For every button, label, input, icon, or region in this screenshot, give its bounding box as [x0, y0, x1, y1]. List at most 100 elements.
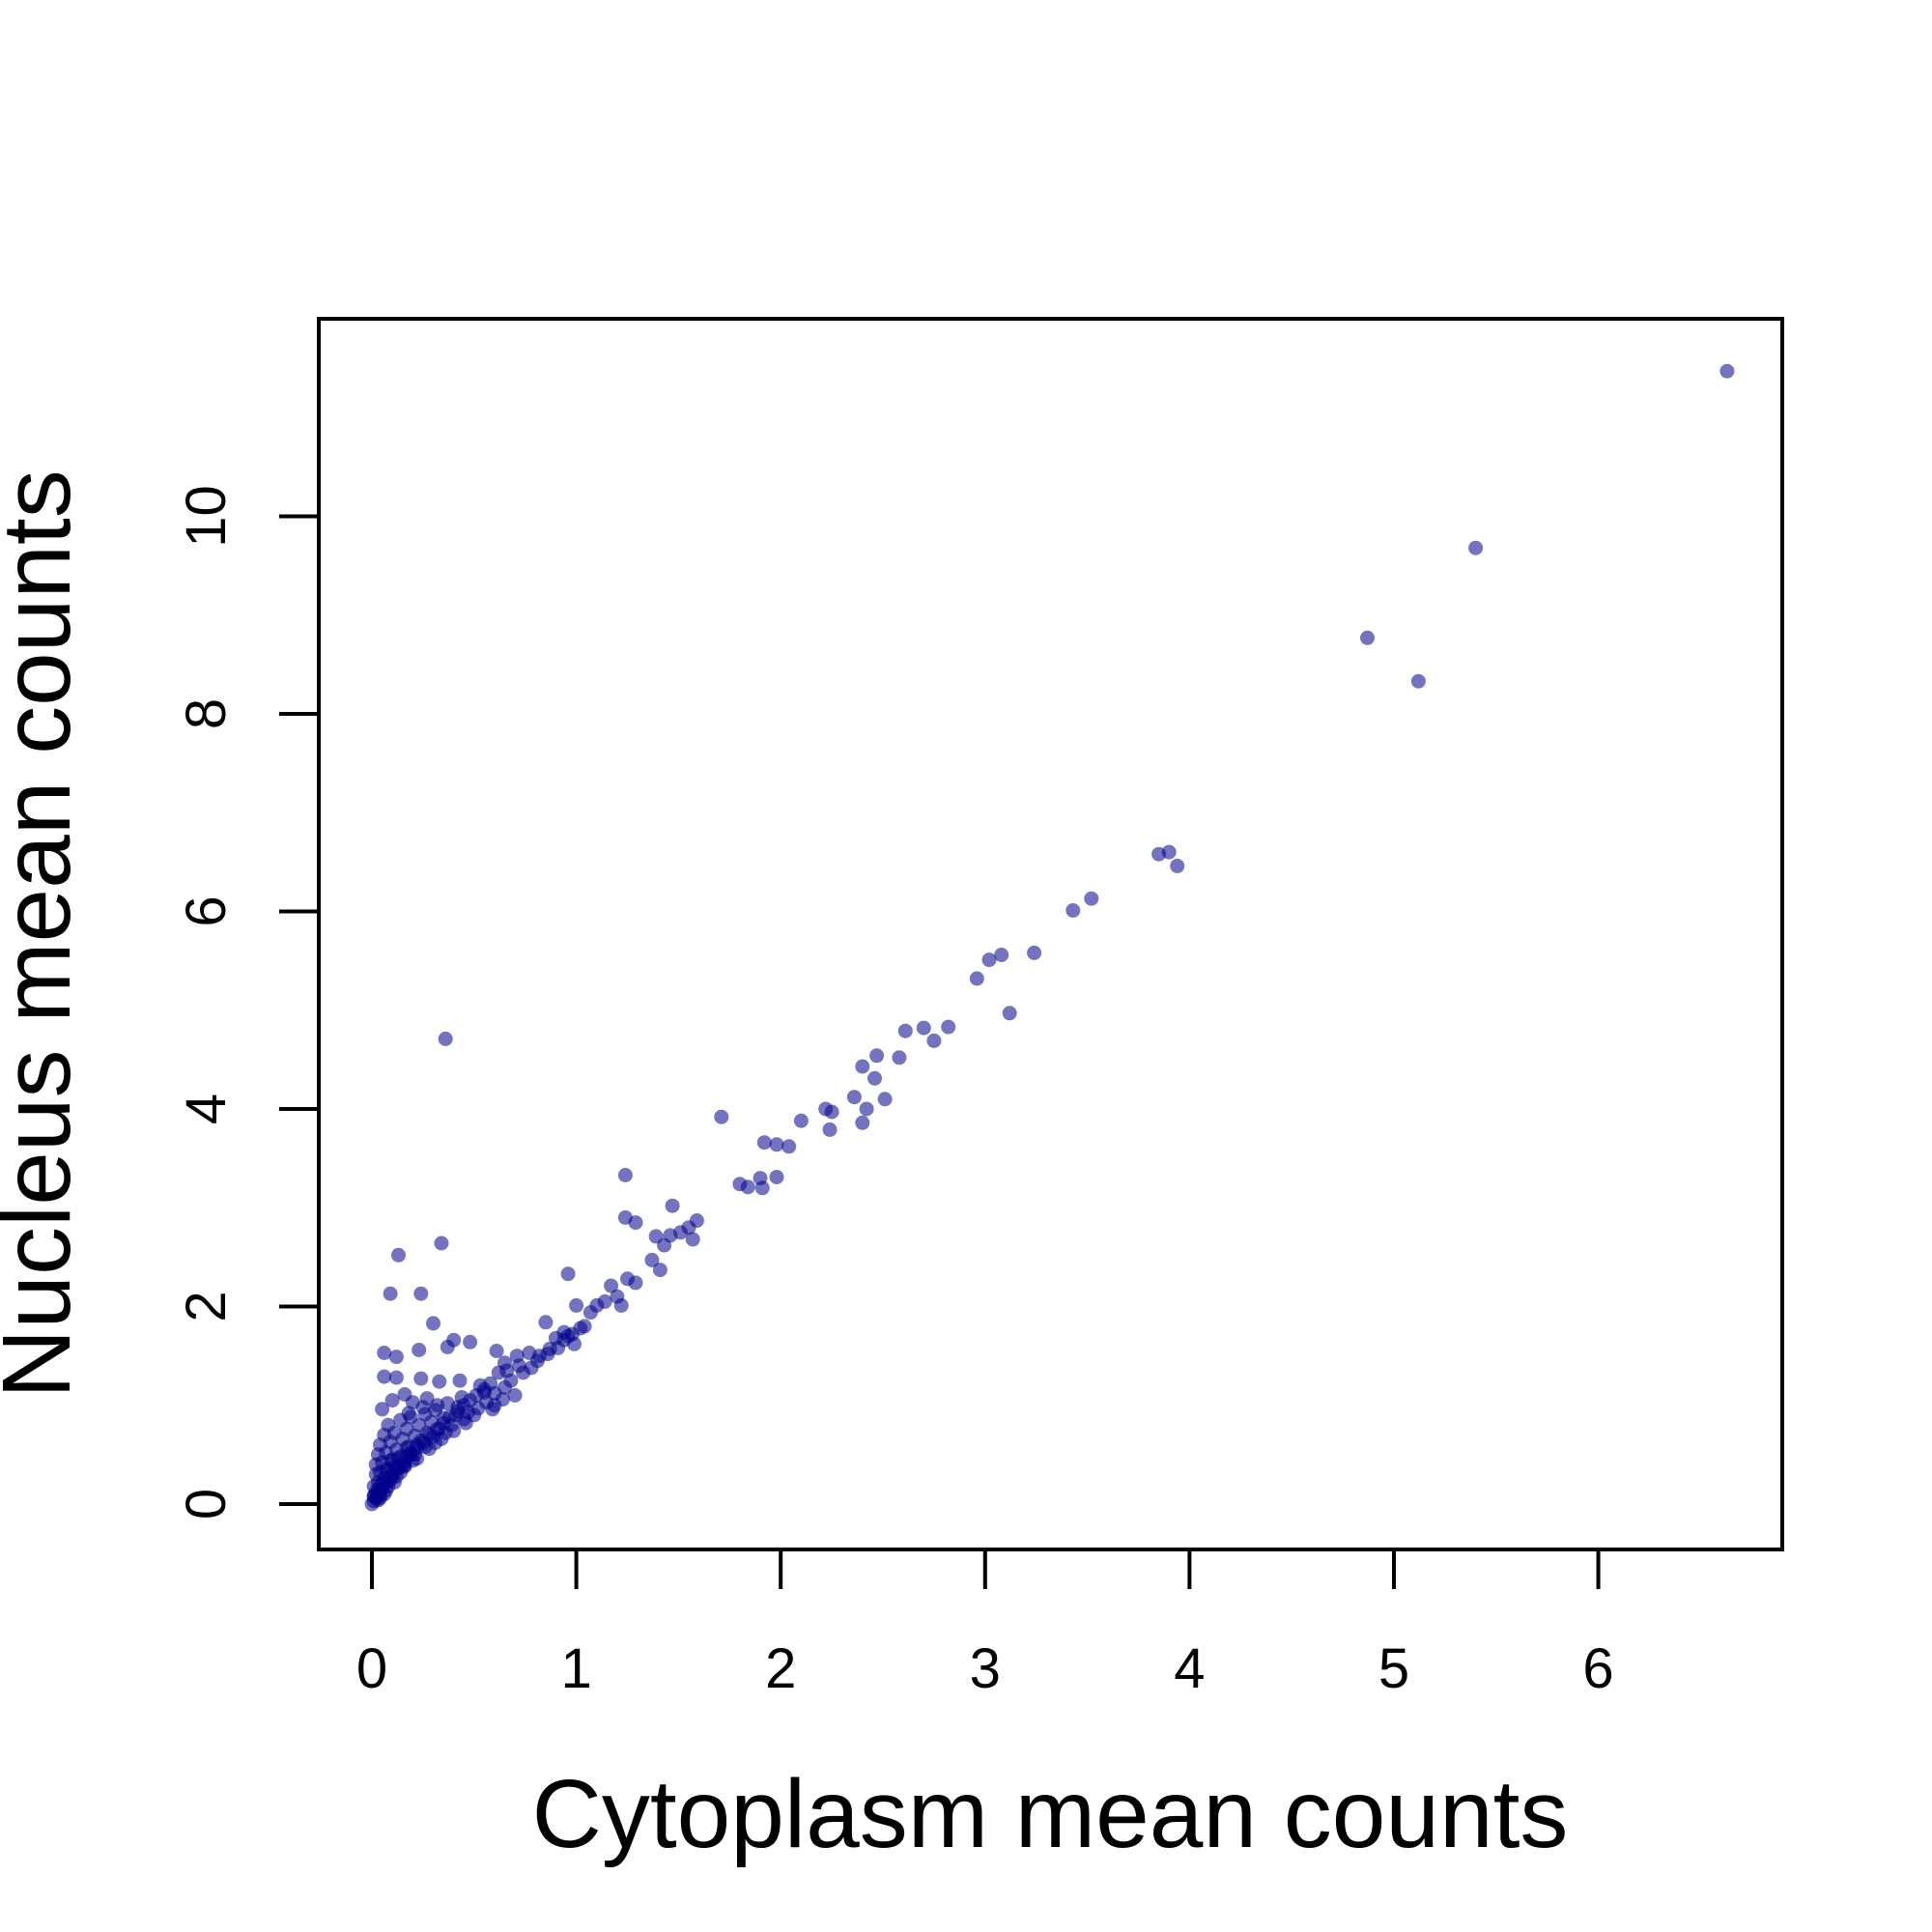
- y-axis-title: Nucleus mean counts: [0, 469, 91, 1399]
- x-tick-label: 1: [560, 1637, 591, 1700]
- y-tick-label: 4: [175, 1094, 238, 1124]
- data-point: [413, 1371, 429, 1386]
- data-point: [1084, 891, 1099, 906]
- data-point: [489, 1344, 504, 1358]
- data-point: [432, 1374, 447, 1389]
- data-point: [665, 1198, 680, 1213]
- x-axis-title: Cytoplasm mean counts: [532, 1760, 1569, 1868]
- data-point: [383, 1286, 398, 1301]
- data-point: [476, 1384, 492, 1400]
- data-point: [994, 948, 1009, 962]
- y-tick-label: 2: [175, 1291, 238, 1321]
- data-point: [377, 1369, 392, 1384]
- data-point: [628, 1215, 643, 1231]
- data-point: [714, 1109, 729, 1124]
- data-point: [388, 1370, 404, 1385]
- data-point: [440, 1339, 455, 1354]
- y-tick-label: 8: [175, 698, 238, 729]
- data-point: [824, 1104, 839, 1120]
- data-point: [969, 971, 984, 986]
- data-point: [740, 1179, 755, 1195]
- data-point: [438, 1031, 453, 1046]
- data-point: [867, 1070, 882, 1086]
- data-point: [613, 1297, 629, 1313]
- x-tick-label: 4: [1174, 1637, 1205, 1700]
- data-point: [370, 1492, 385, 1508]
- data-point: [582, 1305, 598, 1321]
- data-point: [1027, 945, 1042, 960]
- data-point: [456, 1411, 471, 1427]
- data-point: [413, 1286, 429, 1301]
- data-point: [652, 1263, 668, 1278]
- data-point: [822, 1122, 838, 1137]
- data-point: [497, 1355, 512, 1371]
- data-point: [897, 1023, 913, 1038]
- y-axis: 0 2 4 6 8 10: [175, 485, 321, 1520]
- data-point: [617, 1168, 633, 1182]
- data-point: [434, 1236, 449, 1251]
- data-point: [391, 1247, 406, 1263]
- data-point: [415, 1400, 431, 1415]
- data-point: [781, 1139, 797, 1154]
- data-point: [529, 1353, 545, 1369]
- data-point: [793, 1113, 809, 1128]
- data-point: [509, 1349, 525, 1364]
- data-point: [604, 1278, 619, 1293]
- data-point: [386, 1475, 402, 1490]
- data-point: [463, 1334, 478, 1350]
- x-tick-label: 6: [1582, 1637, 1613, 1700]
- x-tick-label: 2: [765, 1637, 796, 1700]
- data-point: [401, 1406, 416, 1421]
- data-point: [1468, 540, 1484, 555]
- point-layer: [364, 363, 1735, 1512]
- data-point: [503, 1373, 519, 1388]
- data-point: [560, 1266, 576, 1282]
- data-point: [855, 1115, 870, 1130]
- data-point: [1719, 363, 1735, 379]
- data-point: [916, 1020, 931, 1036]
- data-point: [1410, 673, 1426, 689]
- data-point: [384, 1393, 400, 1408]
- data-point: [685, 1232, 700, 1247]
- data-point: [377, 1346, 392, 1360]
- data-point: [869, 1048, 885, 1064]
- data-point: [538, 1315, 554, 1330]
- data-point: [450, 1400, 466, 1415]
- data-point: [756, 1135, 772, 1151]
- data-point: [438, 1425, 453, 1440]
- data-point: [941, 1019, 956, 1035]
- data-point: [1161, 844, 1177, 860]
- data-point: [754, 1180, 770, 1196]
- data-point: [657, 1237, 672, 1253]
- data-point: [426, 1316, 440, 1331]
- data-point: [1170, 858, 1185, 873]
- data-point: [507, 1388, 523, 1403]
- data-point: [487, 1398, 502, 1413]
- data-point: [375, 1402, 390, 1417]
- data-point: [892, 1050, 907, 1065]
- y-tick-label: 0: [175, 1489, 238, 1520]
- x-tick-label: 5: [1378, 1637, 1409, 1700]
- data-point: [430, 1398, 445, 1413]
- data-point: [452, 1373, 468, 1388]
- data-point: [569, 1297, 584, 1313]
- data-point: [877, 1092, 893, 1107]
- data-point: [1065, 903, 1081, 918]
- x-tick-label: 3: [970, 1637, 1001, 1700]
- data-point: [769, 1170, 784, 1184]
- data-point: [769, 1137, 784, 1152]
- data-point: [388, 1350, 404, 1365]
- data-point: [1360, 630, 1375, 645]
- data-point: [1002, 1006, 1017, 1021]
- data-point: [412, 1343, 427, 1357]
- data-point: [855, 1059, 870, 1074]
- data-point: [859, 1101, 874, 1117]
- y-tick-label: 6: [175, 895, 238, 926]
- data-point: [981, 952, 997, 968]
- x-tick-label: 0: [356, 1637, 387, 1700]
- x-axis: 0 1 2 3 4 5 6: [356, 1548, 1614, 1700]
- y-tick-label: 10: [175, 485, 238, 548]
- data-point: [644, 1252, 660, 1267]
- data-point: [573, 1321, 588, 1336]
